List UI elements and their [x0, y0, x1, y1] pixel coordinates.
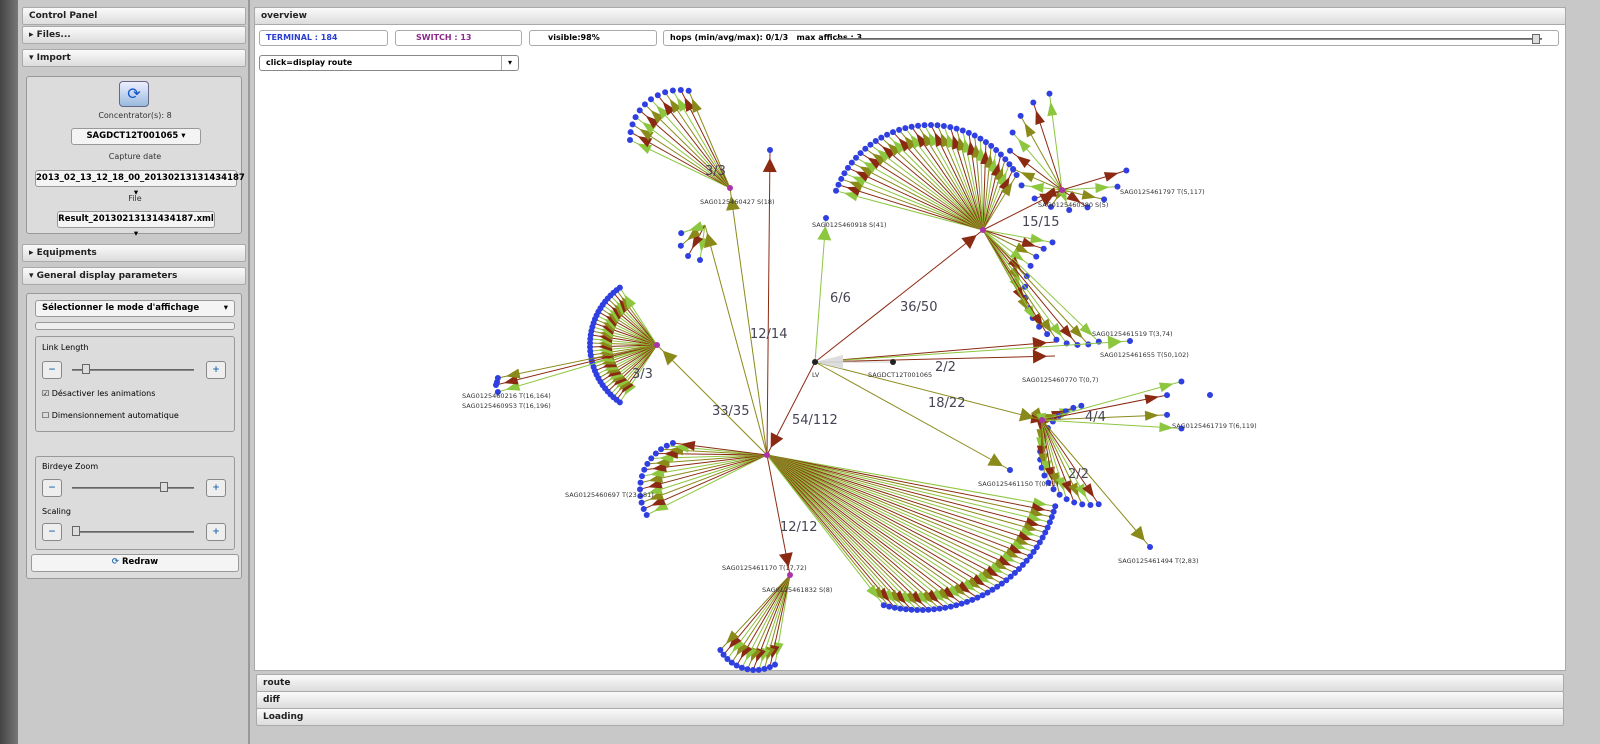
import-section[interactable]: ▾ Import	[22, 49, 246, 67]
progress-bar	[35, 322, 235, 330]
equipments-section[interactable]: ▸ Equipments	[22, 244, 246, 262]
zoom-box: Birdeye Zoom − + Scaling − +	[35, 456, 235, 550]
auto-sizing[interactable]: ☐ Dimensionnement automatique	[42, 411, 179, 420]
files-label: Files...	[36, 30, 71, 40]
mode-value: Sélectionner le mode d'affichage	[42, 303, 200, 313]
scaling-label: Scaling	[42, 507, 71, 516]
route-mode-select[interactable]: click=display route ▾	[259, 55, 519, 71]
slider-thumb[interactable]	[160, 482, 168, 492]
equipments-label: Equipments	[36, 248, 97, 258]
control-panel: Control Panel ▸ Files... ▾ Import ⟳ Conc…	[18, 0, 250, 744]
minus-button[interactable]: −	[42, 523, 62, 541]
slider-thumb[interactable]	[72, 526, 80, 536]
refresh-button[interactable]: ⟳	[119, 81, 149, 107]
capture-date-value: 2013_02_13_12_18_00_20130213131434187	[36, 173, 245, 183]
terminal-count: TERMINAL : 184	[259, 30, 388, 46]
slider-track	[72, 369, 194, 371]
capture-date-select[interactable]: 2013_02_13_12_18_00_20130213131434187 ▾	[35, 170, 245, 198]
max-affichs-label: max affichs : 3	[796, 33, 863, 42]
link-length-label: Link Length	[42, 343, 89, 352]
import-label: Import	[36, 53, 71, 63]
redraw-label: Redraw	[121, 557, 159, 567]
concentrator-select[interactable]: SAGDCT12T001065 ▾	[71, 128, 201, 145]
slider-track	[72, 487, 194, 489]
capture-date-label: Capture date	[108, 152, 162, 161]
visible-percent: visible:98%	[529, 30, 657, 46]
hops-bar: hops (min/avg/max): 0/1/3 max affichs : …	[663, 30, 1559, 46]
plus-button[interactable]: +	[206, 479, 226, 497]
mode-select[interactable]: Sélectionner le mode d'affichage ▾	[35, 300, 235, 317]
file-value: Result_20130213131434187.xml	[58, 214, 214, 224]
birdeye-label: Birdeye Zoom	[42, 462, 99, 471]
panel-title: Control Panel	[22, 7, 246, 25]
switch-count: SWITCH : 13	[395, 30, 522, 46]
concentrators-label: Concentrator(s): 8	[98, 111, 172, 120]
concentrator-value: SAGDCT12T001065	[86, 131, 179, 141]
disable-animations[interactable]: ☑ Désactiver les animations	[42, 389, 156, 398]
display-section[interactable]: ▾ General display parameters	[22, 267, 246, 285]
slider-thumb[interactable]	[82, 364, 90, 374]
minus-button[interactable]: −	[42, 479, 62, 497]
minus-button[interactable]: −	[42, 361, 62, 379]
diff-panel[interactable]: diff	[256, 691, 1564, 709]
route-panel[interactable]: route	[256, 674, 1564, 692]
side-strip	[0, 0, 18, 744]
redraw-button[interactable]: ⟳ Redraw	[31, 554, 239, 572]
file-select[interactable]: Result_20130213131434187.xml ▾	[57, 211, 215, 239]
display-label: General display parameters	[36, 271, 178, 281]
import-box: ⟳ Concentrator(s): 8 SAGDCT12T001065 ▾ C…	[26, 76, 245, 239]
disable-animations-label: Désactiver les animations	[51, 389, 156, 398]
files-section[interactable]: ▸ Files...	[22, 26, 246, 44]
plus-button[interactable]: +	[206, 523, 226, 541]
auto-sizing-label: Dimensionnement automatique	[51, 411, 179, 420]
loading-panel[interactable]: Loading	[256, 708, 1564, 726]
plus-button[interactable]: +	[206, 361, 226, 379]
display-box: Sélectionner le mode d'affichage ▾ Link L…	[26, 293, 242, 579]
hops-thumb[interactable]	[1532, 34, 1540, 44]
overview-title: overview	[254, 7, 1566, 25]
hops-label: hops (min/avg/max): 0/1/3	[670, 33, 789, 42]
file-label: File	[128, 194, 142, 203]
hops-slider	[836, 38, 1542, 40]
link-box: Link Length − + ☑ Désactiver les animati…	[35, 336, 235, 432]
slider-track	[72, 531, 194, 533]
route-mode-value: click=display route	[266, 58, 353, 67]
overview-panel	[254, 7, 1566, 671]
